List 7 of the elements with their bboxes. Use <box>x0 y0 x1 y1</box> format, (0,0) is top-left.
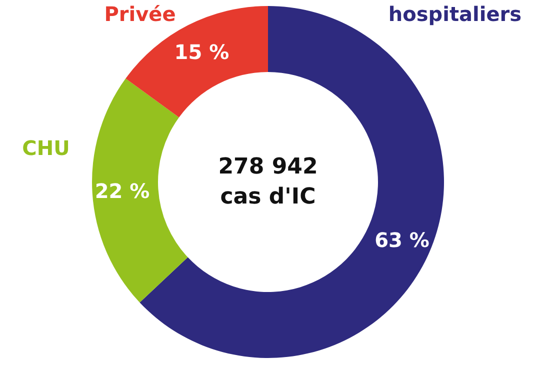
data-label: 63 % <box>374 228 430 252</box>
text: 278 942 cas d'IC <box>218 154 318 210</box>
slice-label: Privée <box>104 2 176 26</box>
slice-label: hospitaliers <box>388 2 522 26</box>
slice-label: CHU <box>22 136 70 160</box>
data-label: 22 % <box>94 179 150 204</box>
data-label: 15 % <box>174 40 230 64</box>
